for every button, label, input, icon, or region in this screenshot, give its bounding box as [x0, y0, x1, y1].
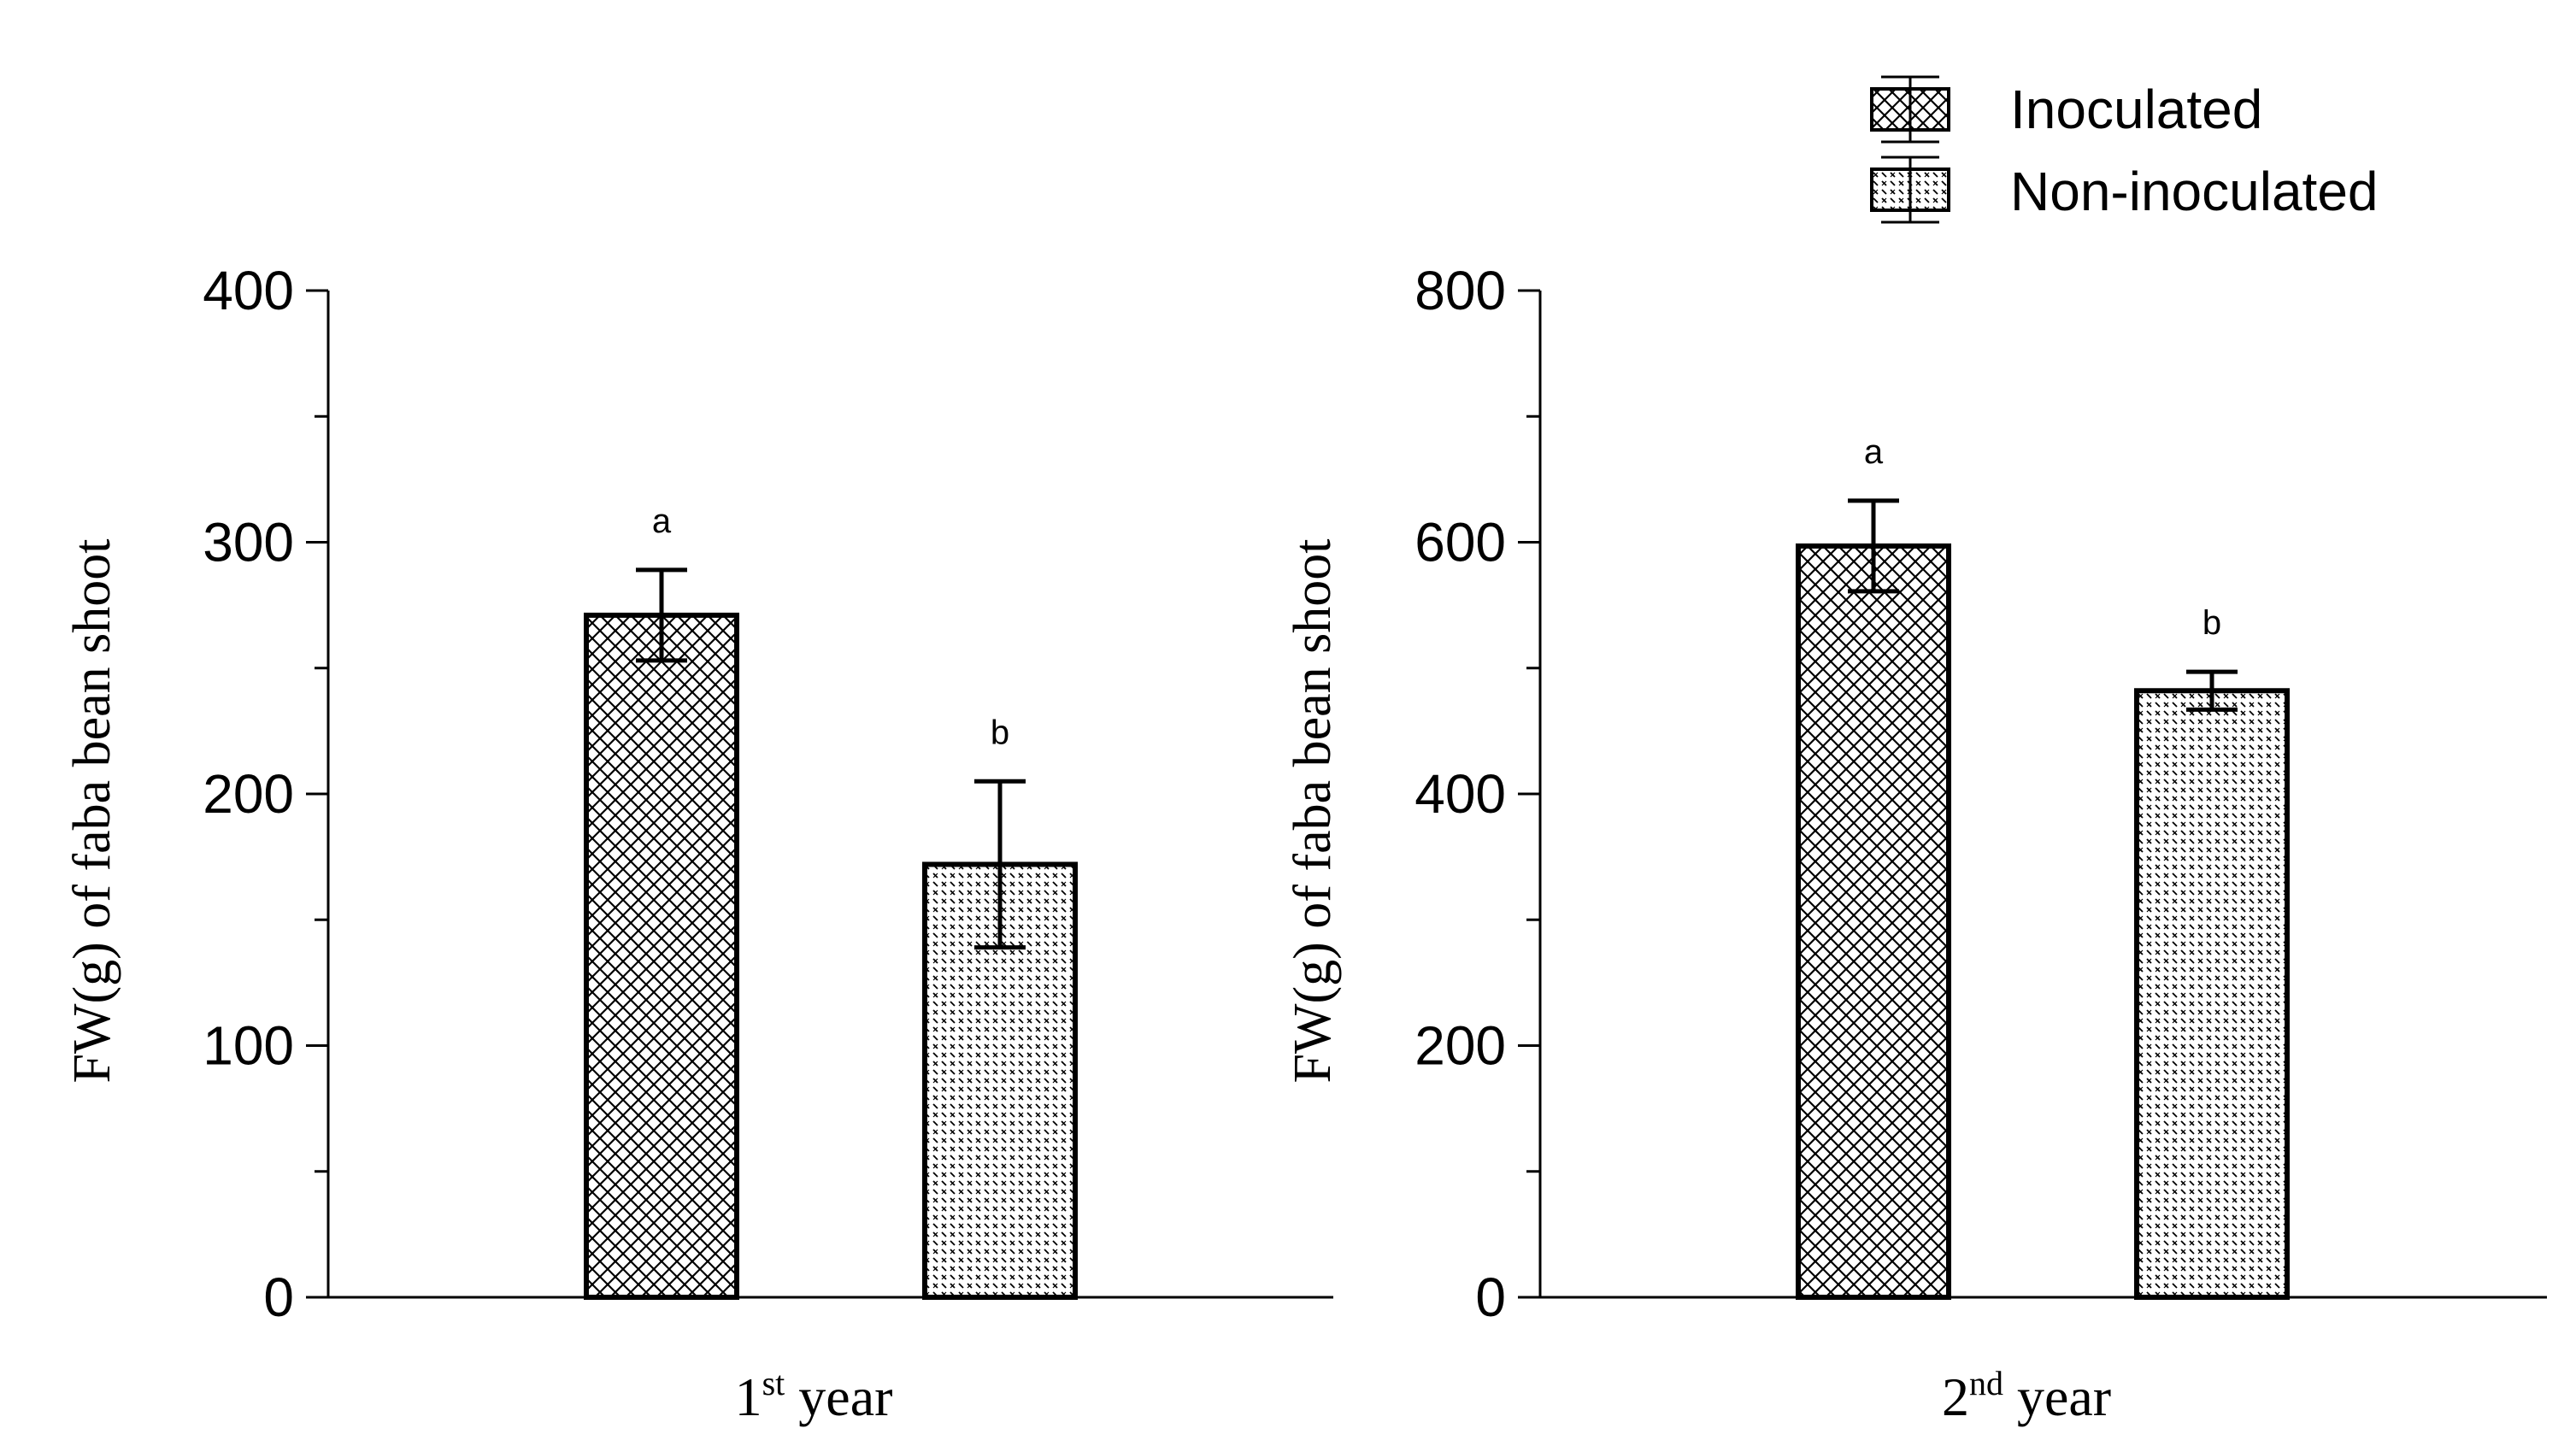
- y-axis-label: FW(g) of faba bean shoot: [63, 538, 121, 1083]
- y-tick-label: 300: [203, 512, 294, 573]
- y-tick-label: 200: [1414, 1015, 1506, 1077]
- significance-letter: a: [1864, 433, 1884, 471]
- y-tick-label: 0: [1475, 1267, 1506, 1328]
- legend-label: Non-inoculated: [2010, 161, 2379, 222]
- significance-letter: a: [652, 502, 672, 540]
- x-axis-label: 2nd year: [1942, 1364, 2111, 1427]
- legend-label: Inoculated: [2010, 79, 2262, 140]
- y-tick-label: 100: [203, 1015, 294, 1077]
- y-axis-label: FW(g) of faba bean shoot: [1284, 538, 1342, 1083]
- bar-inoculated: [1796, 543, 1951, 1300]
- chart-panel-1st-year: 0 100 200 300 400 FW(g) of faba bean shoot 1st…: [63, 260, 1333, 1427]
- bar-non-inoculated: [2134, 688, 2290, 1300]
- bar-inoculated: [584, 612, 739, 1300]
- legend: Inoculated Non-inoculated: [1870, 75, 2379, 224]
- y-tick-label: 400: [203, 260, 294, 321]
- legend-item-inoculated: Inoculated: [1870, 75, 2262, 144]
- significance-letter: b: [991, 714, 1009, 751]
- y-tick-label: 200: [203, 763, 294, 825]
- y-tick-label: 600: [1414, 512, 1506, 573]
- y-tick-label: 800: [1414, 260, 1506, 321]
- y-tick-label: 0: [263, 1267, 294, 1328]
- chart-panel-2nd-year: 0 200 400 600 800 FW(g) of faba bean shoot 2nd…: [1284, 260, 2547, 1427]
- y-tick-label: 400: [1414, 763, 1506, 825]
- legend-item-non-inoculated: Non-inoculated: [1870, 156, 2379, 224]
- x-axis-label: 1st year: [735, 1364, 893, 1427]
- significance-letter: b: [2203, 604, 2221, 642]
